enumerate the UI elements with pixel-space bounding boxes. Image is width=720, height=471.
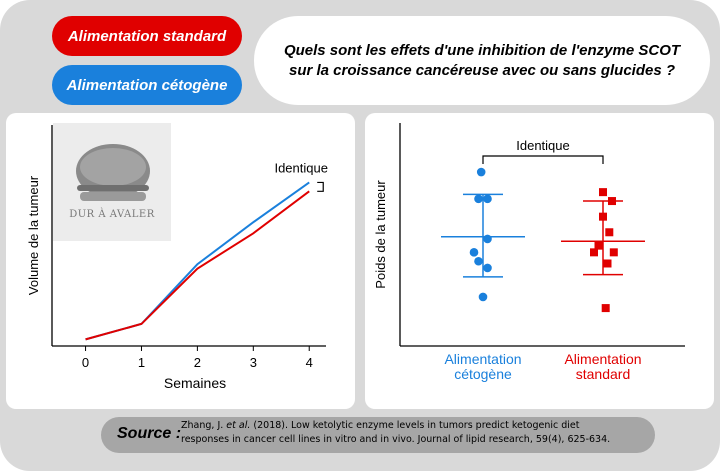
question-line-2: sur la croissance cancéreuse avec ou san… bbox=[288, 61, 676, 79]
category-label: standard bbox=[576, 366, 630, 382]
data-point bbox=[594, 241, 603, 250]
data-point bbox=[478, 292, 488, 302]
question-line-1: Quels sont les effets d'une inhibition d… bbox=[283, 41, 681, 59]
data-point bbox=[605, 228, 614, 237]
x-tick-label: 1 bbox=[138, 355, 145, 370]
data-point bbox=[476, 167, 486, 177]
source-citation: Zhang, J. et al. (2018). Low ketolytic e… bbox=[181, 419, 651, 447]
identical-bracket bbox=[482, 155, 604, 164]
x-tick-label: 2 bbox=[194, 355, 201, 370]
data-point bbox=[599, 212, 607, 221]
data-point bbox=[474, 256, 483, 266]
tumor-volume-panel: DUR À AVALER 0 1 2 3 4 Semaines Volume de la t… bbox=[6, 113, 355, 409]
category-label: Alimentation bbox=[444, 351, 521, 367]
identical-annotation: Identique bbox=[516, 138, 570, 153]
data-point bbox=[609, 248, 618, 257]
data-point bbox=[603, 259, 612, 268]
citation-line-1: (2018). Low ketolytic enzyme levels in t… bbox=[250, 420, 580, 431]
data-point bbox=[483, 234, 492, 244]
legend-ketogenic-label: Alimentation cétogène bbox=[66, 76, 228, 94]
citation-etal: et al. bbox=[226, 420, 251, 431]
legend-standard-label: Alimentation standard bbox=[67, 27, 227, 45]
series-line bbox=[85, 190, 310, 341]
data-point bbox=[469, 248, 479, 257]
data-point bbox=[483, 263, 492, 273]
y-axis-label: Poids de la tumeur bbox=[373, 180, 388, 289]
series-line bbox=[85, 181, 310, 341]
identical-bracket bbox=[317, 181, 324, 192]
category-label: Alimentation bbox=[564, 351, 641, 367]
category-label: cétogène bbox=[454, 366, 512, 382]
legend-standard-pill: Alimentation standard bbox=[52, 16, 242, 56]
identical-annotation: Identique bbox=[274, 160, 328, 175]
tumor-weight-panel: Poids de la tumeur Alimentation cétogène Al… bbox=[365, 113, 714, 409]
citation-authors: Zhang, J. bbox=[181, 420, 227, 431]
logo-text: DUR À AVALER bbox=[69, 209, 155, 220]
y-axis-label: Volume de la tumeur bbox=[26, 175, 41, 295]
x-tick-label: 3 bbox=[250, 355, 257, 370]
x-tick-label: 4 bbox=[306, 355, 313, 370]
question-bubble: Quels sont les effets d'une inhibition d… bbox=[254, 16, 710, 105]
citation-line-2: responses in cancer cell lines in vitro … bbox=[181, 434, 611, 445]
tumor-volume-line-chart: 0 1 2 3 4 Semaines Volume de la tumeur Identiqu… bbox=[26, 125, 328, 391]
data-point bbox=[601, 304, 610, 313]
data-point bbox=[608, 197, 616, 206]
x-axis-label: Semaines bbox=[164, 375, 226, 391]
data-point bbox=[483, 194, 492, 204]
tumor-weight-scatter-chart: Poids de la tumeurAlimentationcétogèneAl… bbox=[373, 123, 685, 382]
burger-icon bbox=[76, 144, 150, 201]
data-point bbox=[599, 188, 607, 197]
data-point bbox=[474, 194, 483, 204]
x-tick-label: 0 bbox=[82, 355, 89, 370]
source-box: Source : Zhang, J. et al. (2018). Low ke… bbox=[101, 417, 655, 453]
logo-watermark: DUR À AVALER bbox=[53, 123, 171, 241]
data-point bbox=[590, 248, 598, 257]
legend-ketogenic-pill: Alimentation cétogène bbox=[52, 65, 242, 105]
source-label: Source : bbox=[117, 425, 182, 442]
